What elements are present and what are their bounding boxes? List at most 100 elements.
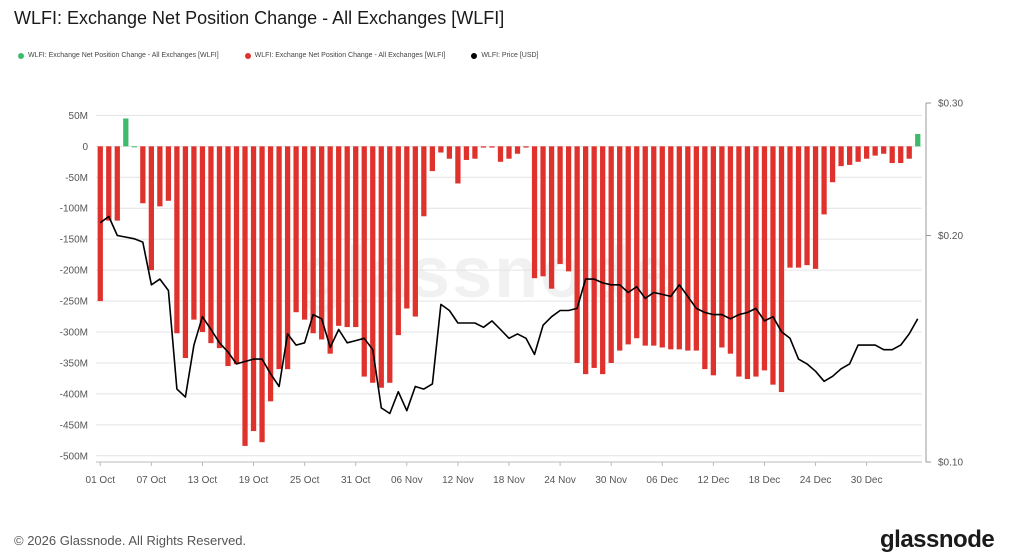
bar-negative [387, 146, 393, 383]
x-tick-label: 19 Oct [239, 475, 269, 486]
legend-dot-black [471, 52, 478, 59]
bar-negative [446, 146, 453, 159]
bar-negative [157, 146, 163, 207]
bar-negative [659, 146, 665, 348]
x-tick-label: 30 Dec [851, 475, 883, 486]
y2-tick-label: $0.10 [938, 458, 963, 469]
bar-negative [565, 146, 572, 272]
y-tick-label: -450M [60, 420, 88, 431]
bar-negative [676, 146, 682, 350]
legend-dot-green [18, 52, 24, 59]
bar-negative [344, 146, 350, 328]
bar-negative [361, 146, 367, 377]
y-tick-label: -50M [65, 173, 88, 184]
bar-negative [608, 146, 614, 363]
x-tick-label: 12 Dec [698, 475, 730, 486]
bar-negative [864, 146, 870, 159]
bar-negative [634, 146, 640, 339]
bar-negative [548, 146, 555, 289]
bar-negative [319, 146, 325, 340]
bar-negative [838, 146, 844, 167]
bar-negative [795, 146, 802, 268]
bar-negative [191, 146, 197, 320]
bar-negative [301, 146, 308, 320]
bar-negative [395, 146, 401, 336]
bar-negative [106, 146, 112, 221]
x-tick-label: 07 Oct [137, 475, 167, 486]
bar-negative [889, 146, 895, 164]
legend-label-price: WLFI: Price [USD] [481, 52, 539, 59]
bar-negative [582, 146, 589, 375]
bar-negative [829, 146, 836, 183]
bar-negative [353, 146, 359, 328]
legend-item-positive[interactable]: WLFI: Exchange Net Position Change - All… [18, 52, 219, 59]
bar-negative [242, 146, 248, 446]
price-line [99, 215, 919, 415]
bar-negative [225, 146, 231, 367]
bar-negative [370, 146, 376, 383]
y-tick-label: 0 [82, 142, 88, 153]
bar-negative [719, 146, 725, 348]
bar-negative [267, 146, 274, 402]
bar-negative [778, 146, 785, 393]
bar-negative [438, 146, 444, 153]
bar-negative [685, 146, 691, 351]
bar-negative [651, 146, 657, 346]
legend-dot-red [244, 52, 251, 59]
bar-negative [600, 146, 606, 375]
bar-negative [114, 146, 120, 221]
y-tick-label: -100M [60, 204, 88, 215]
y-tick-label: 50M [69, 111, 88, 122]
y-tick-label: -150M [60, 235, 88, 246]
bar-negative [855, 146, 861, 162]
bar-negative [208, 146, 214, 344]
bar-positive [915, 133, 921, 147]
bar-negative [480, 146, 487, 148]
bar-negative [199, 146, 206, 333]
bar-negative [702, 146, 708, 370]
x-tick-label: 06 Dec [646, 475, 678, 486]
glassnode-logo: glassnode [880, 526, 995, 553]
bar-negative [872, 146, 878, 156]
bar-negative [336, 146, 342, 326]
bar-negative [557, 146, 563, 264]
bar-negative [310, 146, 316, 334]
bar-negative [412, 146, 418, 317]
legend-label-positive: WLFI: Exchange Net Position Change - All… [28, 52, 219, 59]
bar-negative [506, 146, 512, 159]
y-tick-label: -250M [60, 297, 88, 308]
bar-negative [821, 146, 827, 215]
y2-tick-label: $0.30 [938, 99, 963, 110]
x-tick-label: 30 Nov [595, 475, 627, 486]
bar-negative [642, 146, 648, 346]
bar-negative [421, 146, 427, 217]
bar-negative [898, 146, 904, 164]
bar-negative [881, 146, 887, 154]
bar-negative [97, 146, 103, 302]
legend-item-price[interactable]: WLFI: Price [USD] [471, 52, 539, 59]
y-tick-label: -350M [60, 358, 88, 369]
bar-negative [744, 146, 751, 380]
bar-negative [429, 146, 436, 172]
bar-negative [250, 146, 257, 432]
chart-title: WLFI: Exchange Net Position Change - All… [14, 8, 505, 28]
bar-negative [489, 146, 495, 148]
bar-negative [617, 146, 623, 351]
legend-item-negative[interactable]: WLFI: Exchange Net Position Change - All… [244, 52, 445, 59]
y-tick-label: -500M [60, 451, 88, 462]
bar-negative [276, 146, 282, 370]
bar-negative [846, 146, 853, 165]
bar-negative [812, 146, 819, 269]
bar-negative [761, 146, 768, 371]
bar-negative [523, 146, 529, 148]
bar-negative [514, 146, 521, 154]
bar-negative [787, 146, 793, 268]
y-tick-label: -300M [60, 328, 88, 339]
x-tick-label: 24 Nov [544, 475, 576, 486]
x-tick-label: 18 Dec [749, 475, 781, 486]
x-tick-label: 18 Nov [493, 475, 525, 486]
bar-negative [625, 146, 631, 345]
bar-negative [404, 146, 410, 309]
bar-negative [233, 146, 240, 365]
bar-negative [165, 146, 172, 201]
